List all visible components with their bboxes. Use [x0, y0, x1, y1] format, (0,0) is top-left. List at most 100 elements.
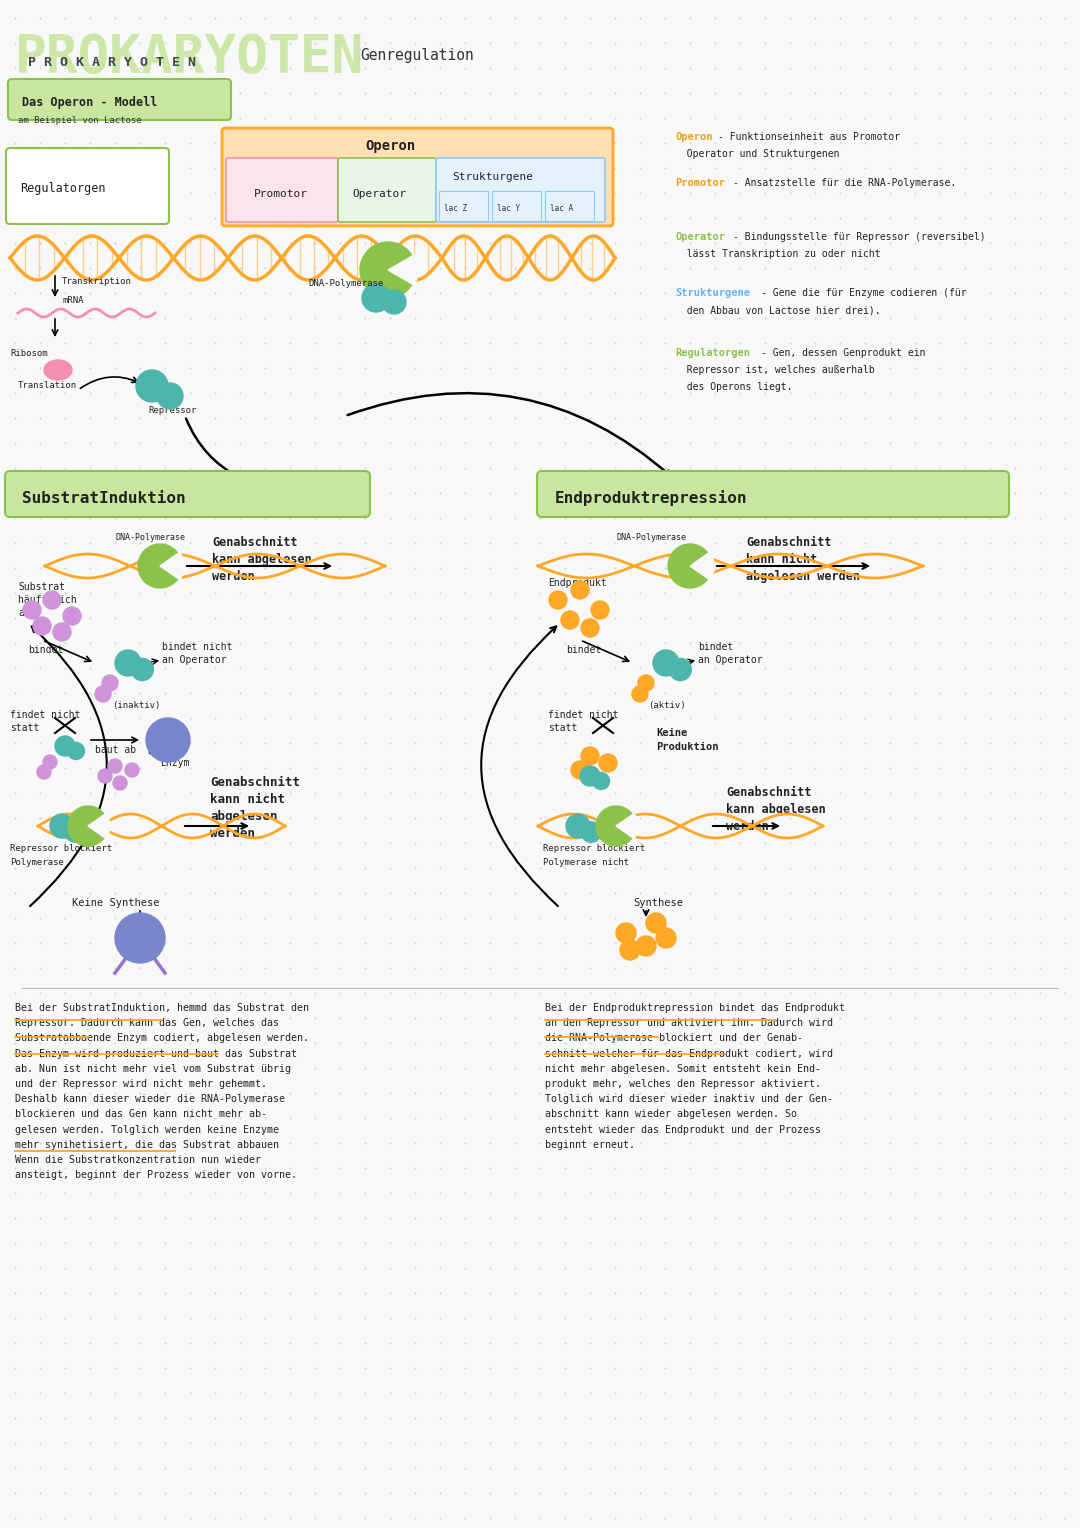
Text: bindet: bindet	[28, 645, 64, 656]
Circle shape	[98, 769, 112, 782]
Circle shape	[561, 611, 579, 630]
Circle shape	[571, 761, 589, 779]
Text: Operator: Operator	[352, 189, 406, 199]
Circle shape	[102, 675, 118, 691]
Circle shape	[638, 675, 654, 691]
Text: Operator und Strukturgenen: Operator und Strukturgenen	[675, 150, 839, 159]
Text: Substrat: Substrat	[18, 582, 65, 591]
Text: Operator: Operator	[675, 232, 725, 241]
Circle shape	[616, 923, 636, 943]
Circle shape	[50, 814, 75, 837]
Circle shape	[53, 623, 71, 642]
Circle shape	[599, 753, 617, 772]
FancyBboxPatch shape	[5, 471, 370, 516]
Text: lac Z: lac Z	[444, 205, 468, 212]
Circle shape	[670, 659, 691, 680]
Circle shape	[108, 759, 122, 773]
Text: SubstratInduktion: SubstratInduktion	[22, 490, 186, 506]
Ellipse shape	[44, 361, 72, 380]
Text: Promotor: Promotor	[675, 177, 725, 188]
Circle shape	[43, 755, 57, 769]
Text: Genregulation: Genregulation	[360, 47, 474, 63]
Text: häuft sich: häuft sich	[18, 594, 77, 605]
Text: Operon: Operon	[365, 139, 415, 153]
Circle shape	[360, 241, 416, 298]
FancyBboxPatch shape	[226, 157, 338, 222]
Text: DNA-Polymerase: DNA-Polymerase	[114, 533, 185, 542]
Circle shape	[646, 914, 666, 934]
Text: Enzym: Enzym	[160, 758, 189, 769]
Text: Keine Synthese: Keine Synthese	[72, 898, 160, 908]
Circle shape	[362, 284, 390, 312]
Text: an Operator: an Operator	[698, 656, 762, 665]
Text: Regulatorgen: Regulatorgen	[21, 182, 106, 196]
Circle shape	[136, 370, 168, 402]
Text: am Beispiel von Lactose: am Beispiel von Lactose	[18, 116, 141, 125]
Text: abgelesen werden: abgelesen werden	[746, 570, 860, 584]
Text: Repressor: Repressor	[148, 406, 197, 416]
Circle shape	[114, 649, 141, 675]
Circle shape	[581, 619, 599, 637]
Circle shape	[68, 805, 108, 847]
Circle shape	[157, 384, 183, 410]
Circle shape	[23, 601, 41, 619]
Text: kann abgelesen: kann abgelesen	[212, 553, 312, 565]
Text: findet nicht: findet nicht	[548, 711, 619, 720]
Text: werden: werden	[726, 821, 769, 833]
Text: an Operator: an Operator	[162, 656, 227, 665]
Text: PROKARYOTEN: PROKARYOTEN	[15, 32, 364, 84]
Text: bindet: bindet	[698, 642, 733, 652]
Text: Das Operon - Modell: Das Operon - Modell	[22, 96, 158, 108]
Text: lac A: lac A	[550, 205, 573, 212]
Text: - Ansatzstelle für die RNA-Polymerase.: - Ansatzstelle für die RNA-Polymerase.	[732, 177, 956, 188]
Text: kann nicht: kann nicht	[746, 553, 818, 565]
Text: DNA-Polymerase: DNA-Polymerase	[308, 280, 383, 287]
Text: Bei der SubstratInduktion, hemmd das Substrat den
Repressor. Dadurch kann das Ge: Bei der SubstratInduktion, hemmd das Sub…	[15, 1002, 309, 1180]
FancyBboxPatch shape	[338, 157, 436, 222]
Text: Strukturgene: Strukturgene	[453, 173, 534, 182]
FancyBboxPatch shape	[438, 191, 488, 222]
Text: - Gene die für Enzyme codieren (für: - Gene die für Enzyme codieren (für	[761, 287, 967, 298]
Circle shape	[138, 544, 183, 588]
Text: Regulatorgen: Regulatorgen	[675, 348, 750, 358]
Text: Transkription: Transkription	[62, 277, 132, 286]
Text: - Funktionseinheit aus Promotor: - Funktionseinheit aus Promotor	[718, 131, 901, 142]
Text: findet nicht: findet nicht	[10, 711, 81, 720]
Text: (inaktiv): (inaktiv)	[112, 701, 160, 711]
FancyBboxPatch shape	[545, 191, 594, 222]
Circle shape	[669, 544, 712, 588]
Circle shape	[566, 814, 590, 837]
Circle shape	[37, 766, 51, 779]
Text: - Bindungsstelle für Repressor (reversibel): - Bindungsstelle für Repressor (reversib…	[732, 232, 985, 241]
Text: baut ab: baut ab	[95, 746, 136, 755]
Text: Repressor blockiert: Repressor blockiert	[543, 843, 645, 853]
Text: Endprodukt: Endprodukt	[548, 578, 607, 588]
Text: werden: werden	[212, 570, 255, 584]
Text: P R O K A R Y O T E N: P R O K A R Y O T E N	[28, 57, 195, 69]
Text: statt: statt	[548, 723, 578, 733]
Text: DNA-Polymerase: DNA-Polymerase	[616, 533, 686, 542]
Text: - Gen, dessen Genprodukt ein: - Gen, dessen Genprodukt ein	[761, 348, 926, 358]
FancyBboxPatch shape	[537, 471, 1009, 516]
Circle shape	[596, 805, 636, 847]
Text: kann nicht: kann nicht	[210, 793, 285, 805]
Circle shape	[33, 617, 51, 636]
Circle shape	[636, 937, 656, 957]
Wedge shape	[690, 552, 714, 579]
Wedge shape	[388, 255, 418, 286]
Text: Genabschnitt: Genabschnitt	[746, 536, 832, 549]
Text: Synthese: Synthese	[633, 898, 683, 908]
Text: lac Y: lac Y	[497, 205, 521, 212]
Wedge shape	[616, 813, 638, 839]
Circle shape	[63, 607, 81, 625]
Text: den Abbau von Lactose hier drei).: den Abbau von Lactose hier drei).	[675, 306, 880, 315]
Text: statt: statt	[10, 723, 39, 733]
Text: Polymerase nicht: Polymerase nicht	[543, 859, 629, 866]
Text: Bei der Endproduktrepression bindet das Endprodukt
an den Repressor und aktivier: Bei der Endproduktrepression bindet das …	[545, 1002, 845, 1149]
Wedge shape	[87, 813, 110, 839]
Circle shape	[68, 743, 84, 759]
Circle shape	[620, 940, 640, 960]
FancyBboxPatch shape	[8, 79, 231, 121]
Text: (aktiv): (aktiv)	[648, 701, 686, 711]
FancyBboxPatch shape	[6, 148, 168, 225]
